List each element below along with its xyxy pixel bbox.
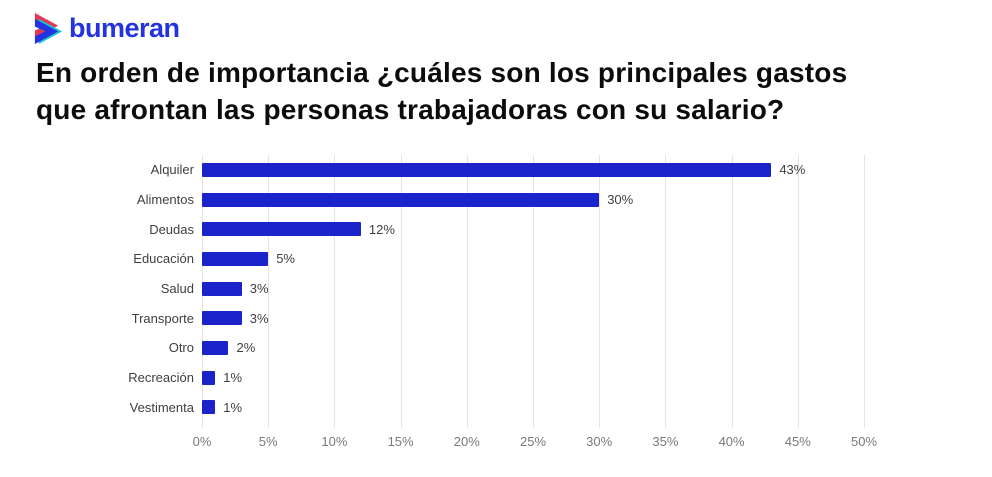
gridline [665, 155, 667, 428]
chart-row: Deudas 12% [128, 214, 864, 244]
x-axis: 0% 5% 10% 15% 20% 25% 30% 35% 40% 45% 50% [193, 434, 877, 452]
bar-track: 30% [202, 192, 864, 207]
x-tick-label: 25% [519, 434, 547, 449]
chart-row: Vestimenta 1% [128, 393, 864, 423]
gridline [334, 155, 336, 428]
chart-row: Transporte 3% [128, 303, 864, 333]
value-label: 1% [223, 370, 243, 386]
value-label: 3% [249, 310, 269, 326]
gridline [599, 155, 601, 428]
gridline [400, 155, 402, 428]
x-tick-label: 45% [784, 434, 811, 449]
chart-row: Recreación 1% [128, 363, 864, 393]
bar [202, 400, 216, 415]
page-title: En orden de importancia ¿cuáles son los … [36, 54, 960, 128]
bar-track: 3% [202, 281, 864, 296]
chart-row: Alimentos 30% [128, 185, 864, 215]
category-label: Vestimenta [129, 399, 194, 415]
bar-track: 3% [202, 311, 864, 326]
expenses-bar-chart: Alquiler 43% Alimentos 30% Deudas 12% Educació… [128, 155, 960, 455]
gridline [864, 155, 865, 428]
value-label: 43% [779, 162, 806, 178]
bar-track: 2% [202, 340, 864, 355]
x-tick-label: 0% [192, 434, 212, 449]
category-label: Recreación [128, 370, 194, 386]
chart-rows: Alquiler 43% Alimentos 30% Deudas 12% Educació… [128, 155, 864, 422]
value-label: 30% [607, 192, 634, 208]
bar [202, 311, 242, 326]
category-label: Salud [160, 281, 194, 297]
category-label: Deudas [149, 221, 194, 237]
category-label: Transporte [131, 310, 194, 326]
bar-track: 12% [202, 222, 864, 237]
gridline [466, 155, 468, 428]
bar-track: 1% [202, 400, 864, 415]
x-tick-label: 50% [850, 434, 878, 449]
title-line-2: que afrontan las personas trabajadoras c… [36, 94, 785, 125]
bar-track: 5% [202, 251, 864, 266]
bar [202, 370, 216, 385]
x-tick-label: 15% [387, 434, 414, 449]
gridline [797, 155, 799, 428]
x-tick-label: 35% [652, 434, 679, 449]
chart-row: Educación 5% [128, 244, 864, 274]
bumeran-chevron-icon [34, 12, 63, 44]
bar [202, 192, 600, 207]
category-label: Alimentos [136, 192, 194, 208]
bar [202, 251, 269, 266]
logo-text: bumeran [69, 12, 180, 43]
bar-track: 1% [202, 370, 864, 385]
category-label: Otro [168, 340, 194, 356]
value-label: 2% [236, 340, 256, 356]
x-tick-label: 10% [321, 434, 348, 449]
bumeran-logo: bumeran [32, 10, 960, 46]
bar [202, 281, 242, 296]
category-label: Educación [133, 251, 194, 267]
x-tick-label: 20% [453, 434, 480, 449]
chart-row: Salud 3% [128, 274, 864, 304]
bar [202, 340, 229, 355]
gridline [268, 155, 270, 428]
value-label: 5% [276, 251, 295, 267]
chart-row: Otro 2% [128, 333, 864, 363]
x-tick-label: 30% [586, 434, 613, 449]
value-label: 1% [223, 399, 243, 415]
gridline [533, 155, 534, 428]
chart-row: Alquiler 43% [128, 155, 864, 185]
value-label: 12% [368, 221, 395, 237]
title-line-1: En orden de importancia ¿cuáles son los … [36, 57, 848, 88]
x-tick-label: 40% [718, 434, 745, 449]
value-label: 3% [249, 281, 269, 297]
category-label: Alquiler [150, 162, 194, 178]
bar [202, 162, 772, 177]
gridline [731, 155, 733, 428]
bar-track: 43% [202, 162, 864, 177]
x-tick-label: 5% [258, 434, 278, 449]
bar [202, 222, 361, 237]
